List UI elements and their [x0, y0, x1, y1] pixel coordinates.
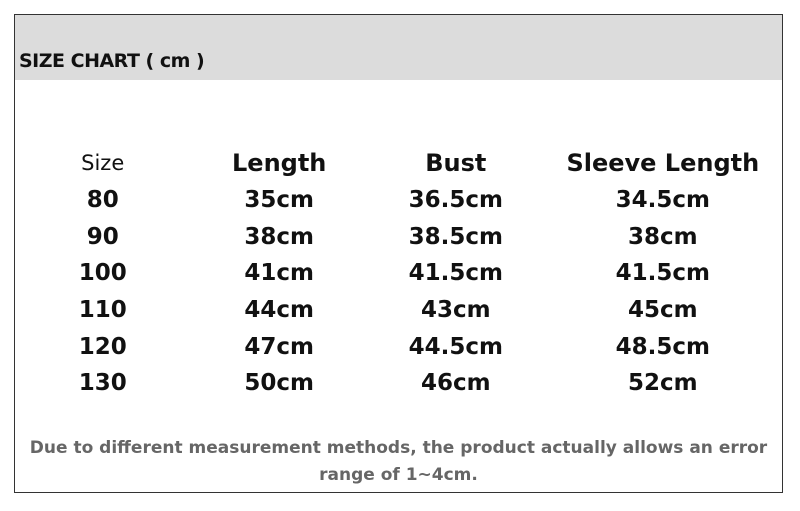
cell-size: 80	[86, 187, 119, 214]
table-row: 90 38cm 38.5cm 38cm	[15, 218, 782, 255]
header-band: SIZE CHART ( cm )	[15, 15, 782, 80]
header-bust: Bust	[425, 149, 487, 178]
table-row: 130 50cm 46cm 52cm	[15, 365, 782, 402]
cell-sleeve-length: 38cm	[628, 223, 698, 250]
cell-sleeve-length: 48.5cm	[615, 333, 710, 360]
cell-length: 38cm	[244, 223, 315, 250]
note-line-2: range of 1~4cm.	[319, 465, 478, 485]
cell-size: 90	[86, 223, 119, 250]
cell-size: 120	[78, 333, 127, 360]
cell-size: 130	[78, 370, 127, 397]
cell-length: 41cm	[244, 260, 315, 287]
cell-bust: 41.5cm	[408, 260, 503, 287]
cell-length: 44cm	[244, 297, 315, 324]
cell-bust: 38.5cm	[408, 223, 503, 250]
cell-sleeve-length: 45cm	[628, 297, 698, 324]
cell-bust: 46cm	[421, 370, 491, 397]
cell-size: 100	[78, 260, 127, 287]
cell-length: 47cm	[244, 333, 315, 360]
measurement-note: Due to different measurement methods, th…	[15, 435, 782, 489]
size-chart-frame: SIZE CHART ( cm ) Size Length Bust Sleev…	[14, 14, 783, 493]
note-line-1: Due to different measurement methods, th…	[29, 438, 768, 458]
table-header-row: Size Length Bust Sleeve Length	[15, 145, 782, 182]
table-row: 120 47cm 44.5cm 48.5cm	[15, 328, 782, 365]
cell-sleeve-length: 34.5cm	[615, 187, 710, 214]
cell-sleeve-length: 52cm	[628, 370, 698, 397]
header-size: Size	[81, 151, 125, 176]
size-table: Size Length Bust Sleeve Length 80 35cm 36.…	[15, 145, 782, 402]
table-row: 100 41cm 41.5cm 41.5cm	[15, 255, 782, 292]
cell-bust: 43cm	[421, 297, 491, 324]
header-length: Length	[232, 149, 327, 178]
cell-bust: 44.5cm	[408, 333, 503, 360]
cell-bust: 36.5cm	[408, 187, 503, 214]
header-sleeve-length: Sleeve Length	[566, 149, 760, 178]
table-row: 80 35cm 36.5cm 34.5cm	[15, 182, 782, 219]
cell-length: 50cm	[244, 370, 315, 397]
cell-size: 110	[78, 297, 127, 324]
cell-sleeve-length: 41.5cm	[615, 260, 710, 287]
chart-title: SIZE CHART ( cm )	[19, 50, 205, 72]
cell-length: 35cm	[244, 187, 315, 214]
table-row: 110 44cm 43cm 45cm	[15, 292, 782, 329]
